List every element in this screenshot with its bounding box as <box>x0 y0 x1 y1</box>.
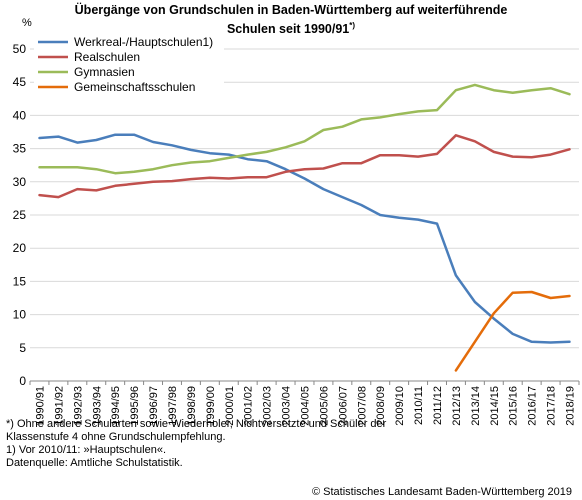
y-tick-label: 25 <box>13 208 27 222</box>
x-tick-label: 2018/19 <box>565 386 577 426</box>
x-tick-label: 2000/01 <box>224 386 236 426</box>
x-tick-label: 2015/16 <box>508 386 520 426</box>
x-tick-label: 1996/97 <box>148 386 160 426</box>
x-tick-label: 1991/92 <box>53 386 65 426</box>
x-tick-label: 2002/03 <box>262 386 274 426</box>
x-tick-label: 1993/94 <box>91 386 103 426</box>
x-tick-label: 2013/14 <box>470 386 482 426</box>
y-tick-label: 0 <box>19 374 26 388</box>
series-line-2 <box>38 134 571 199</box>
x-tick-label: 2006/07 <box>337 386 349 426</box>
x-tick-label: 2012/13 <box>451 386 463 426</box>
footnote-2: Klassenstufe 4 ohne Grundschulempfehlung… <box>6 431 226 443</box>
x-tick-label: 1995/96 <box>129 386 141 426</box>
chart-title: Übergänge von Grundschulen in Baden-Würt… <box>0 3 582 37</box>
legend-label: Realschulen <box>74 50 140 64</box>
y-tick-label: 5 <box>19 341 26 355</box>
title-line-2-text: Schulen seit 1990/91 <box>226 22 350 37</box>
y-tick-label: 15 <box>13 274 27 288</box>
x-tick-label: 2014/15 <box>489 386 501 426</box>
y-tick-label: 35 <box>13 142 27 156</box>
x-tick-label: 2011/12 <box>432 386 444 425</box>
x-tick-label: 2017/18 <box>546 386 558 426</box>
x-tick-label: 2009/10 <box>394 386 406 426</box>
footnote-source: Datenquelle: Amtliche Schulstatistik. <box>6 457 183 469</box>
title-footnote-marker: *) <box>349 21 356 30</box>
x-tick-label: 2016/17 <box>527 386 539 426</box>
x-tick-label: 2010/11 <box>413 386 425 425</box>
y-tick-label: 40 <box>13 108 27 122</box>
x-tick-label: 1999/00 <box>205 386 217 426</box>
y-tick-label: 20 <box>13 241 27 255</box>
y-tick-label: 10 <box>13 308 27 322</box>
y-tick-label: 30 <box>13 175 27 189</box>
legend-label: Gymnasien <box>74 65 135 79</box>
x-tick-label: 2003/04 <box>281 386 293 426</box>
y-tick-label: 45 <box>13 75 27 89</box>
title-line-2: Schulen seit 1990/91*) <box>0 18 582 37</box>
legend-label: Werkreal-/Hauptschulen1) <box>74 35 213 49</box>
y-axis-unit: % <box>22 17 32 29</box>
x-tick-label: 2007/08 <box>356 386 368 426</box>
series-line-4 <box>454 290 571 372</box>
series-line-3 <box>38 83 571 175</box>
x-tick-label: 2004/05 <box>300 386 312 426</box>
legend-label: Gemeinschaftsschulen <box>74 80 195 94</box>
footnote-3: 1) Vor 2010/11: »Hauptschulen«. <box>6 444 167 456</box>
x-tick-label: 1990/91 <box>34 386 46 426</box>
x-tick-label: 2001/02 <box>243 386 255 426</box>
copyright: © Statistisches Landesamt Baden-Württemb… <box>311 486 572 498</box>
x-tick-label: 2005/06 <box>318 386 330 426</box>
y-tick-label: 50 <box>13 42 27 56</box>
x-tick-label: 2008/09 <box>375 386 387 426</box>
title-line-1: Übergänge von Grundschulen in Baden-Würt… <box>74 3 508 17</box>
series-line-1 <box>38 133 571 344</box>
footnote-1: *) Ohne andere Schularten sowie Wiederho… <box>6 418 387 430</box>
x-tick-label: 1998/99 <box>186 386 198 426</box>
line-chart: 0 5 10 15 20 25 30 35 40 45 50 1990/91 1991/92 1992/9… <box>12 35 580 426</box>
x-tick-label: 1992/93 <box>72 386 84 426</box>
x-tick-label: 1997/98 <box>167 386 179 426</box>
x-tick-label: 1994/95 <box>110 386 122 426</box>
